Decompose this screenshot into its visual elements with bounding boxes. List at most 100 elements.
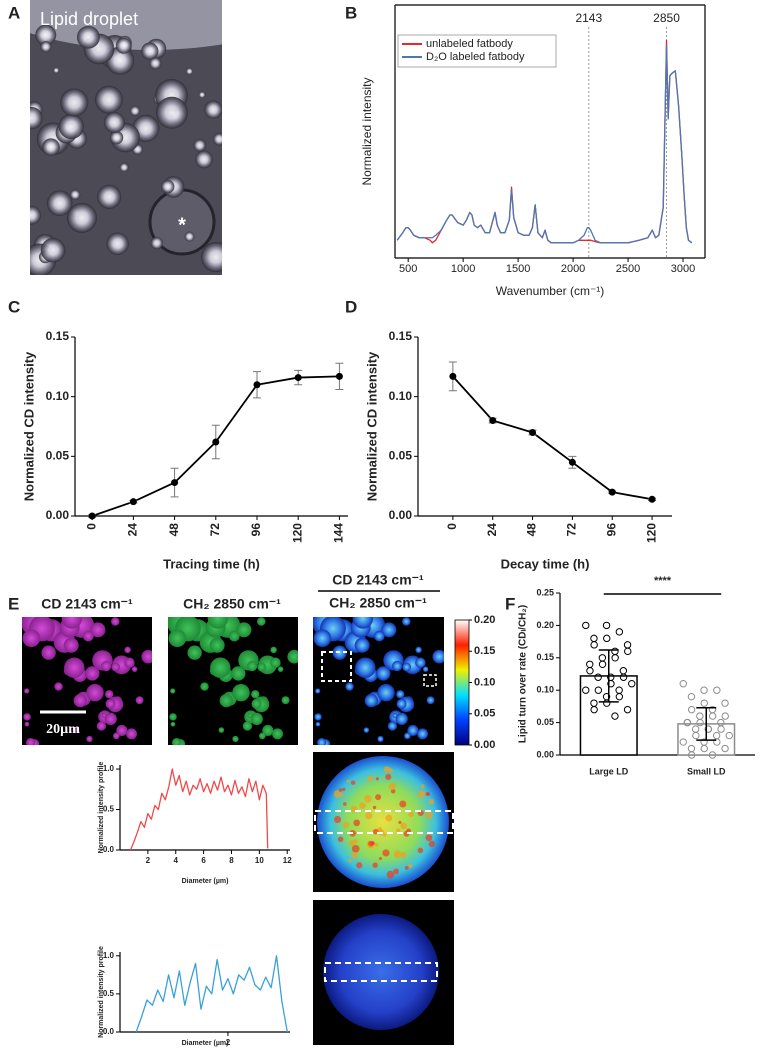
droplet <box>54 682 63 691</box>
droplet <box>373 630 385 642</box>
droplet <box>257 617 266 626</box>
droplet <box>407 724 419 736</box>
speckle-dot <box>428 798 435 805</box>
droplet <box>281 696 290 705</box>
x-axis-label: Wavenumber (cm⁻¹) <box>496 284 605 298</box>
data-point <box>603 634 611 643</box>
panel-label: F <box>505 594 515 613</box>
x-tick-label: 48 <box>525 523 539 537</box>
y-tick-label: 0.05 <box>536 717 554 727</box>
y-tick-label: 0.15 <box>46 329 70 343</box>
data-point <box>590 705 598 714</box>
data-point <box>611 647 619 656</box>
y-tick-label: 0.25 <box>536 587 554 597</box>
droplet <box>200 682 209 691</box>
speckle-dot <box>425 834 433 842</box>
droplet <box>242 721 253 731</box>
droplet <box>124 646 131 654</box>
droplet <box>106 232 129 255</box>
droplet <box>395 712 408 726</box>
droplet <box>402 617 411 626</box>
droplet <box>262 724 274 736</box>
data-point <box>683 718 692 727</box>
large-droplet <box>317 756 449 888</box>
speckle-dot <box>363 794 372 803</box>
data-point <box>590 641 598 649</box>
speckle-dot <box>350 780 356 785</box>
droplet <box>109 130 124 145</box>
micrograph <box>30 0 222 275</box>
data-point <box>692 731 700 740</box>
droplet <box>314 713 322 721</box>
droplet <box>141 42 159 60</box>
data-point <box>648 495 656 503</box>
x-tick-label: 48 <box>167 523 181 537</box>
data-point <box>717 725 725 733</box>
speckle-dot <box>393 850 402 859</box>
x-tick-label: 4 <box>174 856 179 865</box>
data-point <box>624 647 632 656</box>
y-tick-label: 0.20 <box>536 620 554 630</box>
x-tick-label: 24 <box>126 523 140 537</box>
data-point <box>129 498 137 506</box>
droplet <box>251 690 260 699</box>
y-tick-label: 0.10 <box>46 389 70 403</box>
x-axis-label: Diameter (µm) <box>182 878 229 885</box>
droplet <box>270 657 281 668</box>
droplet <box>354 637 370 653</box>
data-point <box>88 512 96 520</box>
droplet <box>315 721 321 727</box>
y-tick-label: 0.05 <box>46 449 70 463</box>
droplet <box>259 732 266 740</box>
speckle-dot <box>378 857 382 861</box>
droplet <box>193 139 207 152</box>
droplet <box>131 666 138 672</box>
droplet <box>218 727 225 733</box>
speckle-dot <box>396 828 401 833</box>
y-axis-label: Normalized intensity profile <box>98 761 105 853</box>
droplet <box>363 727 370 733</box>
data-point <box>696 718 704 727</box>
data-point <box>611 654 619 662</box>
speckle-dot <box>346 779 350 783</box>
data-point <box>725 731 733 740</box>
droplet <box>228 630 240 642</box>
droplet <box>195 150 213 169</box>
droplet <box>415 657 426 668</box>
speckle-dot <box>351 852 358 859</box>
droplet <box>200 242 222 273</box>
panel-label: D <box>345 297 357 316</box>
legend-label: unlabeled fatbody <box>426 38 513 50</box>
droplet <box>126 728 137 740</box>
speckle-dot <box>339 793 344 798</box>
panel-label: B <box>345 3 357 22</box>
speckle-dot <box>351 844 360 853</box>
droplet <box>41 645 56 660</box>
droplet <box>277 666 284 672</box>
speckle-dot <box>400 822 407 830</box>
droplet <box>66 202 97 233</box>
droplet <box>426 696 435 705</box>
data-point <box>700 686 708 694</box>
speckle-dot <box>428 840 436 848</box>
data-point <box>721 744 729 753</box>
speckle-dot <box>408 811 414 818</box>
speckle-dot <box>365 812 373 820</box>
colorbar-tick-label: 0.20 <box>474 614 495 626</box>
droplet <box>111 662 120 672</box>
droplet <box>111 617 120 626</box>
droplet <box>61 617 83 629</box>
droplet <box>232 683 250 702</box>
y-tick-label: 0.00 <box>536 749 554 759</box>
reference-label: 2850 <box>653 11 680 25</box>
droplet <box>287 649 298 664</box>
droplet <box>94 85 123 114</box>
data-point <box>608 488 616 496</box>
speckle-dot <box>393 868 399 875</box>
droplet <box>97 184 122 209</box>
y-tick-label: 1.0 <box>103 951 115 960</box>
small-droplet <box>323 914 439 1030</box>
profile-box <box>324 962 438 982</box>
data-point <box>489 417 497 425</box>
